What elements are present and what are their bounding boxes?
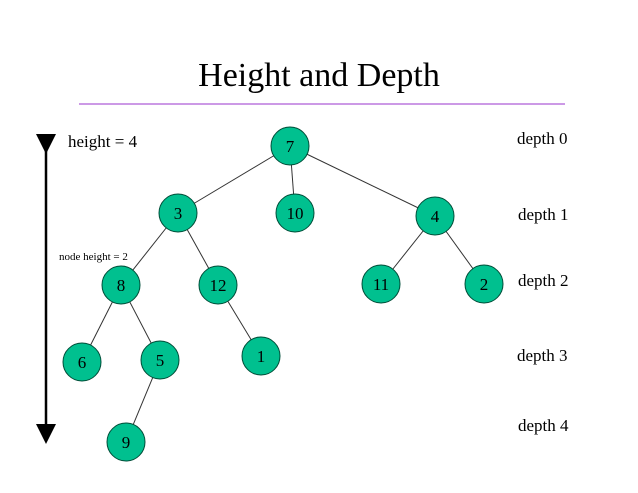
tree-node: 8	[101, 265, 141, 305]
node-label: 3	[174, 204, 183, 223]
tree-edge	[289, 145, 436, 217]
tree-node: 1	[241, 336, 281, 376]
slide-title: Height and Depth	[198, 57, 440, 94]
node-label: 1	[257, 347, 266, 366]
node-circle	[101, 265, 141, 305]
tree-node: 12	[198, 265, 238, 305]
tree-nodes: 7 3 10 4 8 12 11 2 6 5 1 9	[62, 126, 504, 462]
node-label: 11	[373, 275, 389, 294]
node-circle	[361, 264, 401, 304]
node-circle	[241, 336, 281, 376]
node-circle	[270, 126, 310, 166]
tree-edge	[177, 145, 291, 214]
tree-node: 3	[158, 193, 198, 233]
node-circle	[106, 422, 146, 462]
node-label: 7	[286, 137, 295, 156]
tree-edges	[81, 145, 485, 443]
node-circle	[198, 265, 238, 305]
depth-label-2: depth 2	[518, 271, 569, 290]
height-label: height = 4	[68, 132, 138, 151]
tree-node: 9	[106, 422, 146, 462]
node-circle	[415, 196, 455, 236]
node-height-label: node height = 2	[59, 251, 128, 263]
title-underline	[79, 103, 565, 105]
node-label: 10	[287, 204, 304, 223]
node-label: 4	[431, 207, 440, 226]
node-label: 9	[122, 433, 131, 452]
node-label: 6	[78, 353, 87, 372]
node-circle	[158, 193, 198, 233]
node-label: 2	[480, 275, 489, 294]
node-circle	[140, 340, 180, 380]
tree-node: 10	[275, 193, 315, 233]
depth-label-1: depth 1	[518, 205, 569, 224]
node-label: 5	[156, 351, 165, 370]
tree-node: 7	[270, 126, 310, 166]
tree-node: 4	[415, 196, 455, 236]
depth-label-3: depth 3	[517, 346, 568, 365]
node-label: 12	[210, 276, 227, 295]
tree-node: 2	[464, 264, 504, 304]
tree-node: 11	[361, 264, 401, 304]
node-circle	[62, 342, 102, 382]
depth-label-4: depth 4	[518, 416, 569, 435]
node-label: 8	[117, 276, 126, 295]
node-circle	[275, 193, 315, 233]
tree-node: 6	[62, 342, 102, 382]
tree-node: 5	[140, 340, 180, 380]
node-circle	[464, 264, 504, 304]
depth-label-0: depth 0	[517, 129, 568, 148]
